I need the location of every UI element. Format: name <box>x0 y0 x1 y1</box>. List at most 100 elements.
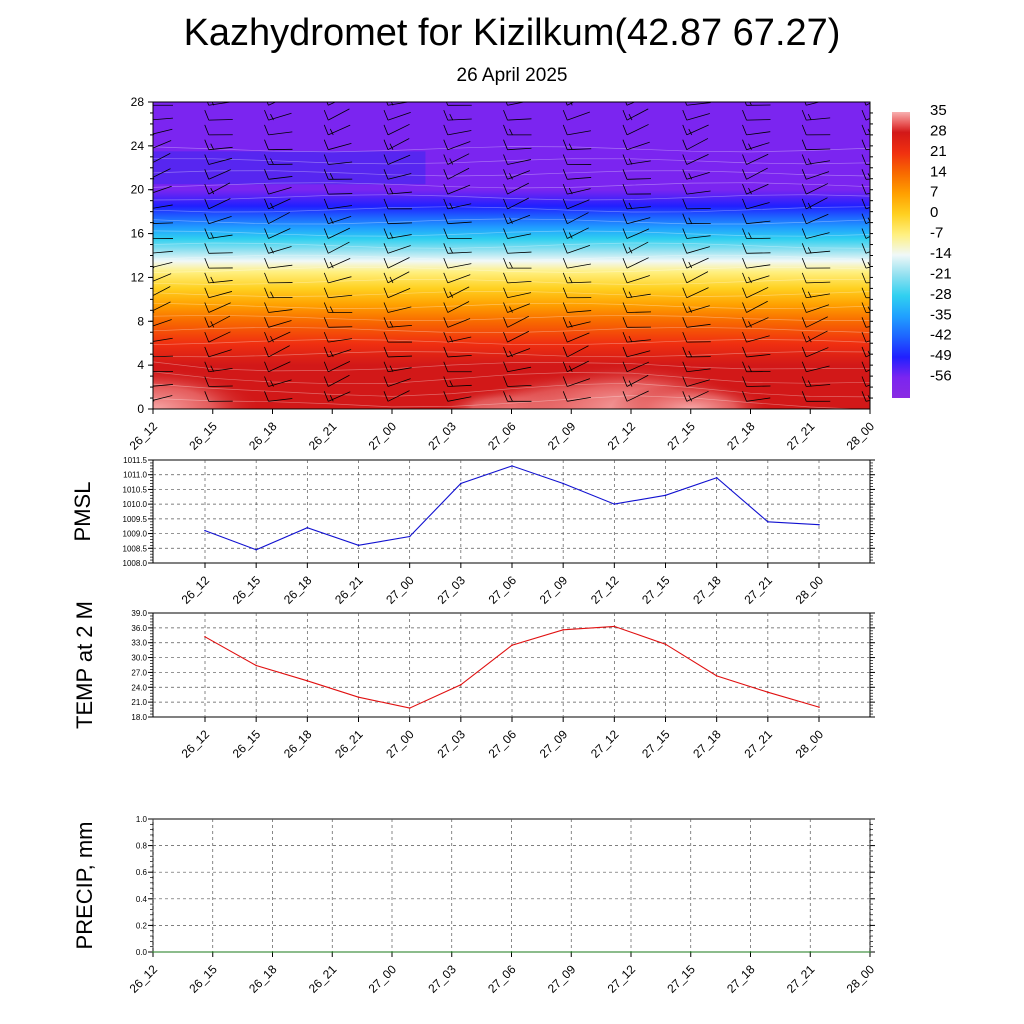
wind-barb <box>742 272 770 284</box>
wind-barb <box>264 345 290 358</box>
data-point <box>664 494 667 497</box>
x-tick-label: 26_21 <box>332 727 366 761</box>
wind-barb <box>443 243 472 254</box>
wind-barb <box>562 331 590 343</box>
wind-barb <box>801 169 830 180</box>
colorbar-label: -14 <box>930 245 952 262</box>
wind-barb <box>383 390 410 402</box>
barb-shaft <box>806 330 828 343</box>
wind-barb <box>323 374 350 387</box>
barb-shaft <box>387 154 411 165</box>
wind-barb <box>383 243 411 254</box>
x-tick-label: 26_18 <box>246 419 280 453</box>
barb-shaft <box>268 102 277 106</box>
barb-shaft <box>268 212 290 225</box>
wind-barb <box>383 271 410 284</box>
wind-barb <box>264 198 291 210</box>
wind-barb <box>622 124 649 136</box>
barb-flag <box>682 243 688 254</box>
barb-shaft <box>626 102 636 106</box>
wind-barb <box>801 197 828 210</box>
barb-flag <box>861 302 867 313</box>
barb-shaft <box>328 102 337 106</box>
x-tick-label: 27_06 <box>485 419 519 453</box>
wind-barb <box>323 302 353 313</box>
barb-flag <box>622 257 628 269</box>
x-tick-label: 26_15 <box>230 727 264 761</box>
barb-flag <box>625 102 628 106</box>
data-point <box>357 544 360 547</box>
x-tick-label: 27_09 <box>545 962 579 996</box>
barb-flag <box>682 154 688 165</box>
y-tick-label: 21.0 <box>131 698 147 707</box>
barb-flag <box>264 272 269 284</box>
barb-shaft <box>686 171 710 180</box>
wind-barb <box>383 376 411 387</box>
barb-flag <box>204 243 210 254</box>
barb-flag <box>443 198 449 210</box>
barb-flag <box>742 331 747 343</box>
wind-barb <box>204 287 233 299</box>
x-tick-label: 27_00 <box>366 419 400 453</box>
barb-shaft <box>268 176 293 180</box>
wind-barb <box>383 198 413 210</box>
barb-flag <box>628 158 633 165</box>
wind-barb <box>682 346 711 358</box>
barb-flag <box>742 302 747 313</box>
barb-flag <box>449 291 454 298</box>
wind-barb <box>383 138 410 151</box>
x-tick-label: 27_21 <box>741 573 775 607</box>
barb-shaft <box>746 167 768 180</box>
wind-barb <box>861 287 870 299</box>
wind-barb <box>562 243 591 254</box>
barb-flag <box>503 302 508 313</box>
x-tick-label: 26_18 <box>281 573 315 607</box>
barb-flag <box>323 257 329 269</box>
wind-barb <box>801 346 829 358</box>
barb-shaft <box>567 345 589 358</box>
wind-barb <box>503 182 530 195</box>
barb-flag <box>748 187 752 195</box>
wind-barb <box>443 228 472 239</box>
wind-barb <box>622 272 650 284</box>
wind-barb <box>443 331 472 343</box>
isoline <box>153 382 870 398</box>
barb-shaft <box>153 319 172 327</box>
barb-flag <box>562 257 568 269</box>
isoline <box>153 218 870 225</box>
x-tick-label: 28_00 <box>844 962 878 996</box>
barb-flag <box>748 321 752 328</box>
wind-barb <box>264 331 291 343</box>
barb-flag <box>323 302 329 313</box>
barb-flag <box>145 258 149 268</box>
barb-flag <box>145 362 149 372</box>
wind-barb <box>443 213 472 225</box>
barb-shaft <box>447 141 471 151</box>
barb-shaft <box>567 199 590 210</box>
barb-flag <box>682 361 688 372</box>
barb-shaft <box>507 233 532 239</box>
wind-barb <box>562 154 592 165</box>
x-tick-label: 27_03 <box>425 962 459 996</box>
barb-flag <box>682 169 688 180</box>
barb-flag <box>622 228 628 239</box>
colorbar-label: -49 <box>930 347 952 364</box>
barb-flag <box>742 346 747 358</box>
y-tick-label: 1010.0 <box>123 500 148 509</box>
barb-flag <box>204 154 210 165</box>
wind-barb <box>742 139 770 151</box>
barb-shaft <box>746 317 769 328</box>
data-point <box>357 696 360 698</box>
barb-shaft <box>268 198 291 210</box>
wind-barb <box>742 213 771 225</box>
wind-barb <box>505 102 526 106</box>
barb-shaft <box>567 188 591 195</box>
wind-barb <box>801 376 831 387</box>
y-axis-label: PMSL <box>70 482 95 542</box>
wind-barb <box>801 330 828 343</box>
barb-shaft <box>387 191 412 195</box>
wind-barb <box>801 257 831 269</box>
wind-barb <box>562 109 590 121</box>
wind-barb <box>323 317 353 328</box>
barb-shaft <box>567 378 591 387</box>
